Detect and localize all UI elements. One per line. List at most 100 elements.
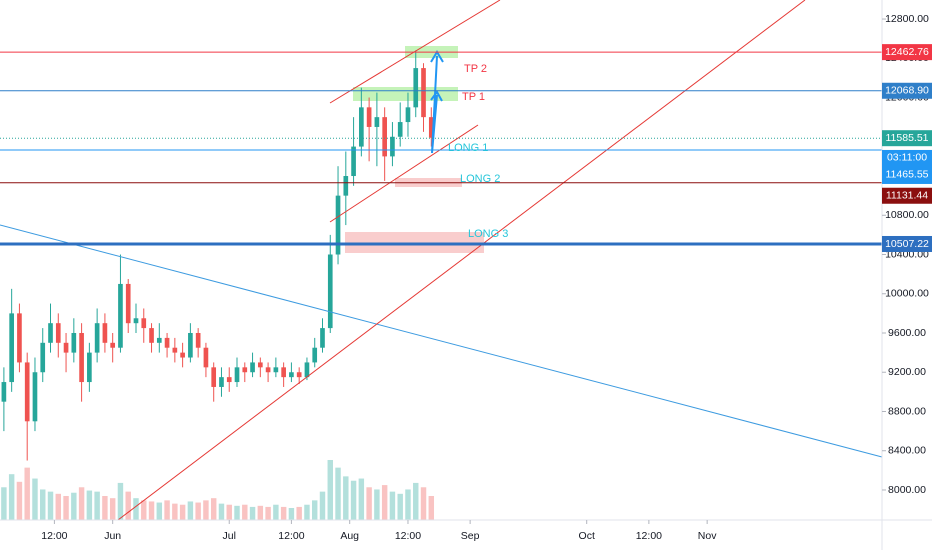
volume-bar <box>296 506 302 520</box>
volume-bar <box>16 481 23 520</box>
candle-body <box>9 313 14 383</box>
candle-body <box>71 332 77 353</box>
candle-body <box>421 68 426 118</box>
x-tick-label: Oct <box>579 530 595 542</box>
volume-bar <box>203 500 209 520</box>
candle-body <box>203 347 209 368</box>
volume-bar <box>125 491 131 520</box>
volume-bar <box>249 506 256 520</box>
price-label-box <box>882 187 932 204</box>
volume-bar <box>1 487 7 520</box>
candle-body <box>195 332 201 348</box>
candle-body <box>133 318 139 324</box>
volume-bar <box>172 503 178 520</box>
candle-body <box>397 122 403 137</box>
candle-body <box>405 107 411 123</box>
candle-body <box>55 323 61 343</box>
candle-body <box>281 367 286 378</box>
volume-bar <box>312 500 318 520</box>
candle-body <box>24 362 30 422</box>
x-tick-label: 12:00 <box>395 530 421 542</box>
x-tick-label: 12:00 <box>41 530 67 542</box>
candle-body <box>141 318 147 329</box>
volume-bar <box>381 485 388 520</box>
volume-bar <box>405 489 411 520</box>
y-tick-label: 9600.00 <box>888 327 926 339</box>
volume-bar <box>117 482 124 520</box>
candle-body <box>188 332 193 358</box>
volume-bar <box>374 489 380 520</box>
candle-body <box>289 372 294 378</box>
volume-bar <box>413 482 419 520</box>
countdown-label: 03:11:00 <box>887 152 927 164</box>
price-label: 12462.76 <box>885 46 929 58</box>
candle-body <box>296 372 302 378</box>
y-tick-label: 8400.00 <box>888 445 926 457</box>
candle-body <box>226 377 232 383</box>
volume-bar <box>420 487 427 520</box>
volume-bar <box>210 498 217 520</box>
volume-bar <box>350 480 357 520</box>
trend-line <box>117 0 806 521</box>
candle-body <box>63 342 69 353</box>
x-tick-label: Nov <box>698 530 717 542</box>
candle-body <box>320 328 325 348</box>
annotation: TP 2 <box>464 63 487 75</box>
price-label: 11585.51 <box>885 132 928 144</box>
volume-bar <box>86 490 93 520</box>
x-tick-label: 12:00 <box>636 530 662 542</box>
candle-body <box>180 352 185 358</box>
candle-body <box>273 367 279 373</box>
volume-bar <box>389 491 396 520</box>
price-label: 11465.55 <box>885 169 928 181</box>
candle-body <box>32 372 38 422</box>
candle-body <box>149 328 154 343</box>
x-tick-label: Jun <box>104 530 121 542</box>
trend-line <box>0 224 883 458</box>
y-tick-label: 10800.00 <box>885 209 929 221</box>
candle-body <box>312 347 318 363</box>
x-tick-label: Aug <box>340 530 359 542</box>
price-label-box <box>882 130 932 147</box>
y-tick-label: 9200.00 <box>888 366 926 378</box>
annotation: TP 1 <box>462 91 485 103</box>
candle-body <box>172 347 178 353</box>
candle-body <box>48 323 53 343</box>
x-tick-label: Sep <box>461 530 480 542</box>
volume-bar <box>78 487 85 520</box>
candle-body <box>242 367 248 373</box>
annotation: LONG 2 <box>460 173 500 185</box>
candle-body <box>382 117 387 157</box>
volume-bar <box>218 503 225 520</box>
target-arrows <box>430 50 444 154</box>
candle-body <box>17 313 22 363</box>
volume-bar <box>179 504 186 520</box>
x-tick-label: Jul <box>223 530 236 542</box>
candle-body <box>257 362 263 368</box>
y-tick-label: 8000.00 <box>888 484 926 496</box>
volume-bar <box>47 491 54 520</box>
channel-line <box>329 0 501 104</box>
volume-bar <box>40 489 46 520</box>
volume-bar <box>358 478 365 520</box>
y-tick-label: 10000.00 <box>885 288 929 300</box>
volume-bar <box>141 500 147 520</box>
channel-line <box>329 124 479 223</box>
volume-bar <box>156 502 163 520</box>
y-tick-label: 12800.00 <box>885 13 929 25</box>
candle-body <box>335 195 341 255</box>
volume-bar <box>327 460 333 520</box>
volume-bar <box>242 504 248 520</box>
candle-body <box>40 342 46 373</box>
candle-body <box>234 367 240 383</box>
x-tick-label: 12:00 <box>278 530 304 542</box>
volume-bar <box>133 498 139 520</box>
candle-body <box>413 68 419 108</box>
volume-bar <box>8 474 15 520</box>
candle-body <box>304 362 310 378</box>
volume-bar <box>187 501 194 520</box>
volume-bar <box>273 504 279 520</box>
y-tick-label: 8800.00 <box>888 405 926 417</box>
candle-body <box>164 337 170 348</box>
candle-body <box>87 352 92 383</box>
